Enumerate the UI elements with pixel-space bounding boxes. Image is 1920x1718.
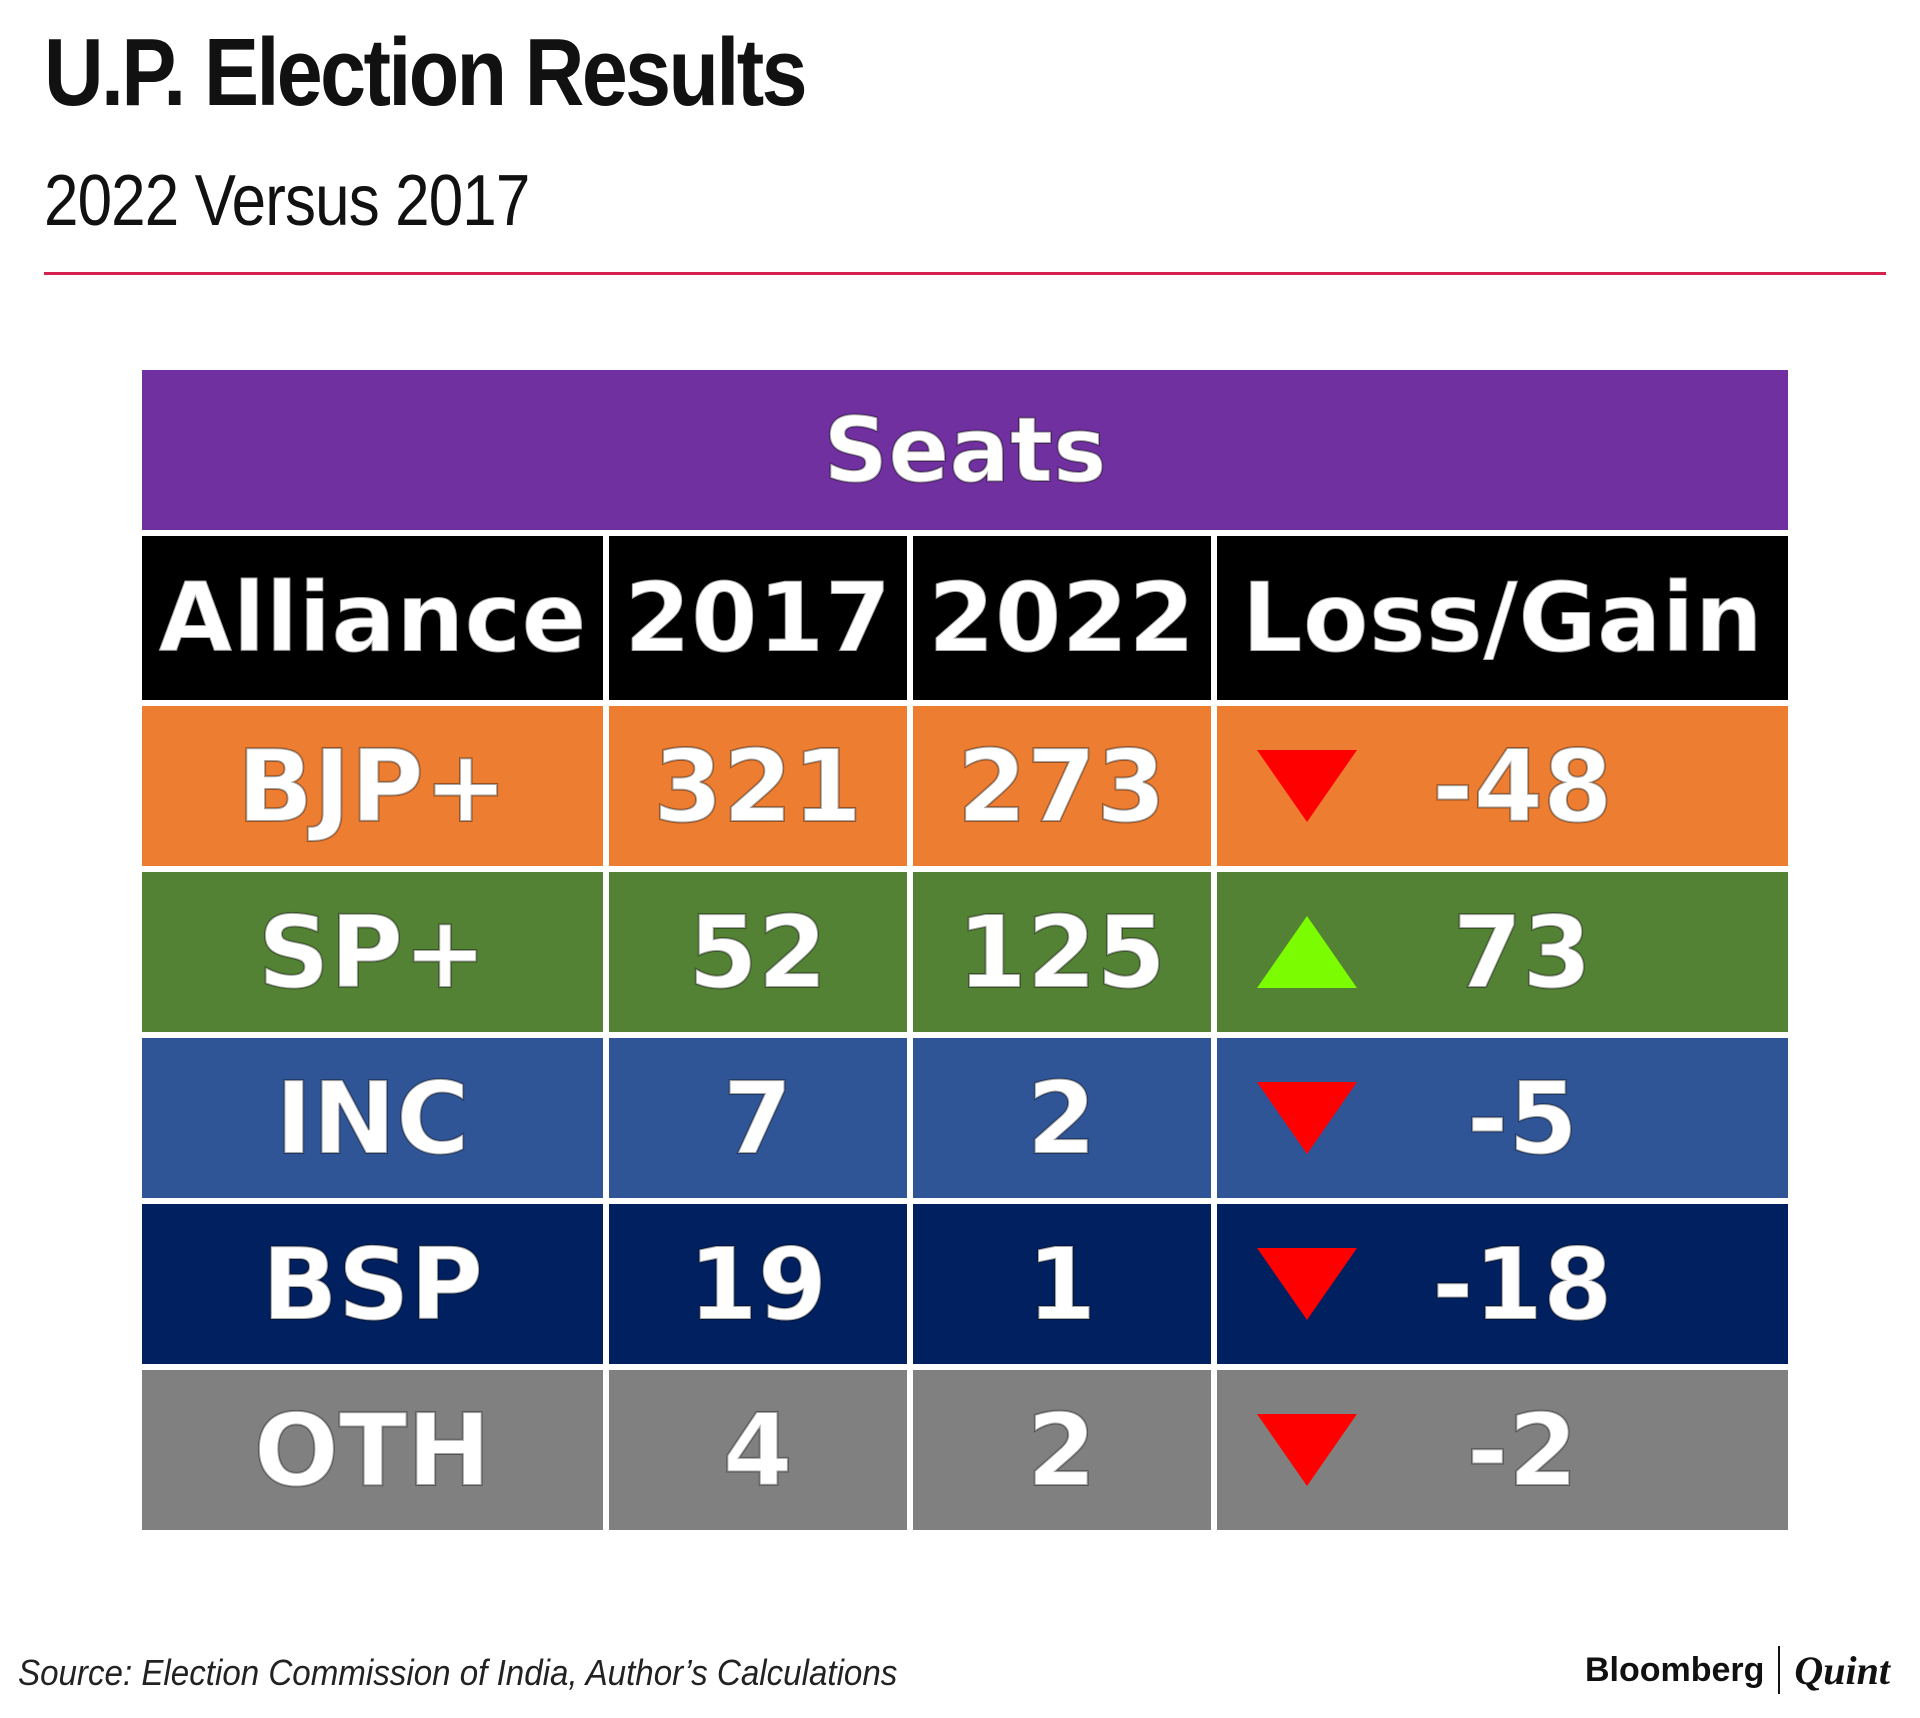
loss-gain-content: -48 — [1217, 706, 1788, 866]
alliance-cell: SP+ — [142, 872, 603, 1032]
table-row: SP+ 52 125 73 — [142, 872, 1788, 1032]
alliance-cell: BSP — [142, 1204, 603, 1364]
loss-gain-value: -5 — [1466, 1059, 1579, 1178]
seats-2022-cell: 2 — [912, 1038, 1211, 1198]
loss-gain-value: 73 — [1452, 893, 1593, 1012]
seats-2022-cell: 2 — [912, 1370, 1211, 1530]
source-note: Source: Election Commission of India, Au… — [18, 1652, 898, 1693]
loss-gain-cell: -5 — [1216, 1038, 1788, 1198]
column-header-2017: 2017 — [608, 536, 907, 700]
table-row: BJP+ 321 273 -48 — [142, 706, 1788, 866]
seats-group-header: Seats — [142, 370, 1788, 530]
table-row: BSP 19 1 -18 — [142, 1204, 1788, 1364]
loss-gain-cell: 73 — [1216, 872, 1788, 1032]
loss-gain-value: -48 — [1431, 727, 1614, 846]
alliance-cell: INC — [142, 1038, 603, 1198]
seats-2017-cell: 7 — [608, 1038, 907, 1198]
loss-gain-content: 73 — [1217, 872, 1788, 1032]
title-divider — [44, 272, 1886, 275]
seats-2017-cell: 321 — [608, 706, 907, 866]
column-header-alliance: Alliance — [142, 536, 603, 700]
down-arrow-icon — [1256, 750, 1357, 822]
brand-quint: Quint — [1794, 1647, 1890, 1693]
down-arrow-icon — [1256, 1248, 1357, 1320]
seats-2017-cell: 4 — [608, 1370, 907, 1530]
chart-subtitle: 2022 Versus 2017 — [44, 161, 530, 241]
down-arrow-icon — [1256, 1414, 1357, 1486]
brand-logo: Bloomberg Quint — [1585, 1646, 1890, 1694]
results-table: Seats Alliance 2017 2022 Loss/Gain BJP+ 3… — [142, 370, 1788, 1530]
loss-gain-value: -2 — [1466, 1391, 1579, 1510]
alliance-cell: OTH — [142, 1370, 603, 1530]
seats-2022-cell: 273 — [912, 706, 1211, 866]
seats-2017-cell: 19 — [608, 1204, 907, 1364]
seats-2017-cell: 52 — [608, 872, 907, 1032]
down-arrow-icon — [1256, 1082, 1357, 1154]
loss-gain-value: -18 — [1431, 1225, 1614, 1344]
table-body: BJP+ 321 273 -48 SP+ 52 125 73 INC 7 2 -5 BSP 19 1 -18 O… — [142, 706, 1788, 1530]
loss-gain-cell: -48 — [1216, 706, 1788, 866]
loss-gain-cell: -18 — [1216, 1204, 1788, 1364]
loss-gain-cell: -2 — [1216, 1370, 1788, 1530]
alliance-cell: BJP+ — [142, 706, 603, 866]
table-row: OTH 4 2 -2 — [142, 1370, 1788, 1530]
seats-2022-cell: 125 — [912, 872, 1211, 1032]
loss-gain-content: -5 — [1217, 1038, 1788, 1198]
column-header-loss-gain: Loss/Gain — [1216, 536, 1788, 700]
loss-gain-content: -2 — [1217, 1370, 1788, 1530]
seats-2022-cell: 1 — [912, 1204, 1211, 1364]
table-row: INC 7 2 -5 — [142, 1038, 1788, 1198]
up-arrow-icon — [1256, 916, 1357, 988]
brand-separator — [1778, 1646, 1781, 1694]
chart-title: U.P. Election Results — [44, 19, 808, 126]
brand-bloomberg: Bloomberg — [1584, 1650, 1765, 1689]
column-header-2022: 2022 — [912, 536, 1211, 700]
loss-gain-content: -18 — [1217, 1204, 1788, 1364]
